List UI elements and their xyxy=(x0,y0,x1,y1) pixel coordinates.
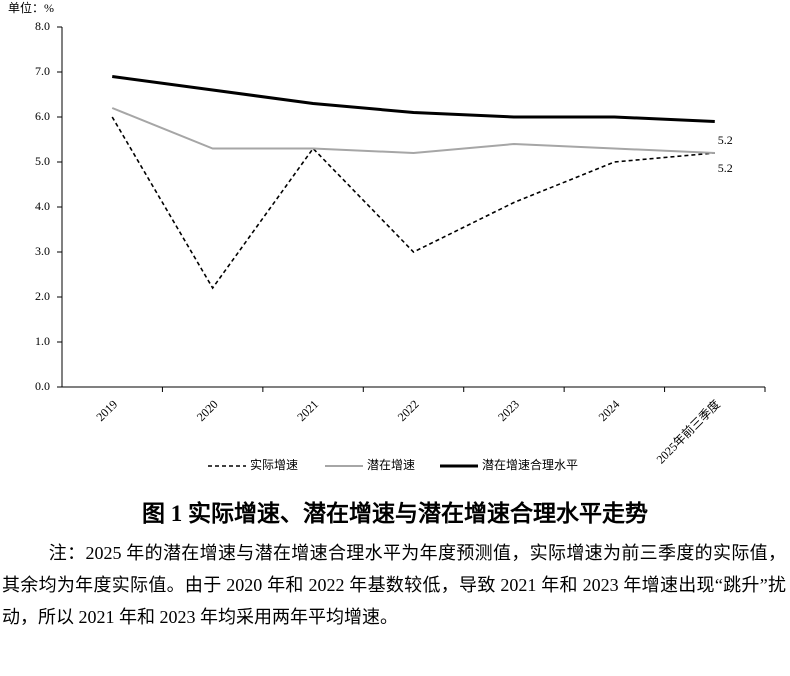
y-tick-label: 7.0 xyxy=(35,64,50,78)
y-tick-label: 0.0 xyxy=(35,379,50,393)
x-tick-label: 2023 xyxy=(495,397,522,424)
figure-note: 注：2025 年的潜在增速与潜在增速合理水平为年度预测值，实际增速为前三季度的实… xyxy=(2,543,786,627)
series-line xyxy=(112,75,715,123)
series-line xyxy=(111,116,715,290)
x-tick-label: 2024 xyxy=(596,397,623,424)
y-tick-label: 4.0 xyxy=(35,199,50,213)
series-line xyxy=(111,107,715,155)
x-tick-label: 2025年前三季度 xyxy=(653,396,723,466)
chart: 单位：% 0.0 1.0 2.0 3.0 4.0 5.0 6.0 7.0 8.0 2019 2020… xyxy=(8,0,766,472)
y-tick-label: 5.0 xyxy=(35,154,50,168)
legend-label: 潜在增速 xyxy=(367,458,415,472)
y-tick-label: 1.0 xyxy=(35,334,50,348)
y-tick-label: 8.0 xyxy=(35,19,50,33)
x-tick-label: 2022 xyxy=(395,397,422,424)
x-tick-label: 2020 xyxy=(194,397,221,424)
legend-label: 实际增速 xyxy=(250,457,298,472)
y-tick-label: 2.0 xyxy=(35,289,50,303)
y-tick-label: 3.0 xyxy=(35,244,50,258)
y-tick-label: 6.0 xyxy=(35,109,50,123)
y-axis-label: 单位：% xyxy=(8,0,54,15)
legend-label: 潜在增速合理水平 xyxy=(482,457,578,472)
x-tick-label: 2021 xyxy=(294,397,321,424)
data-label: 5.2 xyxy=(718,161,733,175)
data-label: 5.2 xyxy=(718,133,733,147)
x-tick-label: 2019 xyxy=(93,397,120,424)
figure-caption: 图 1 实际增速、潜在增速与潜在增速合理水平走势 xyxy=(142,501,648,526)
